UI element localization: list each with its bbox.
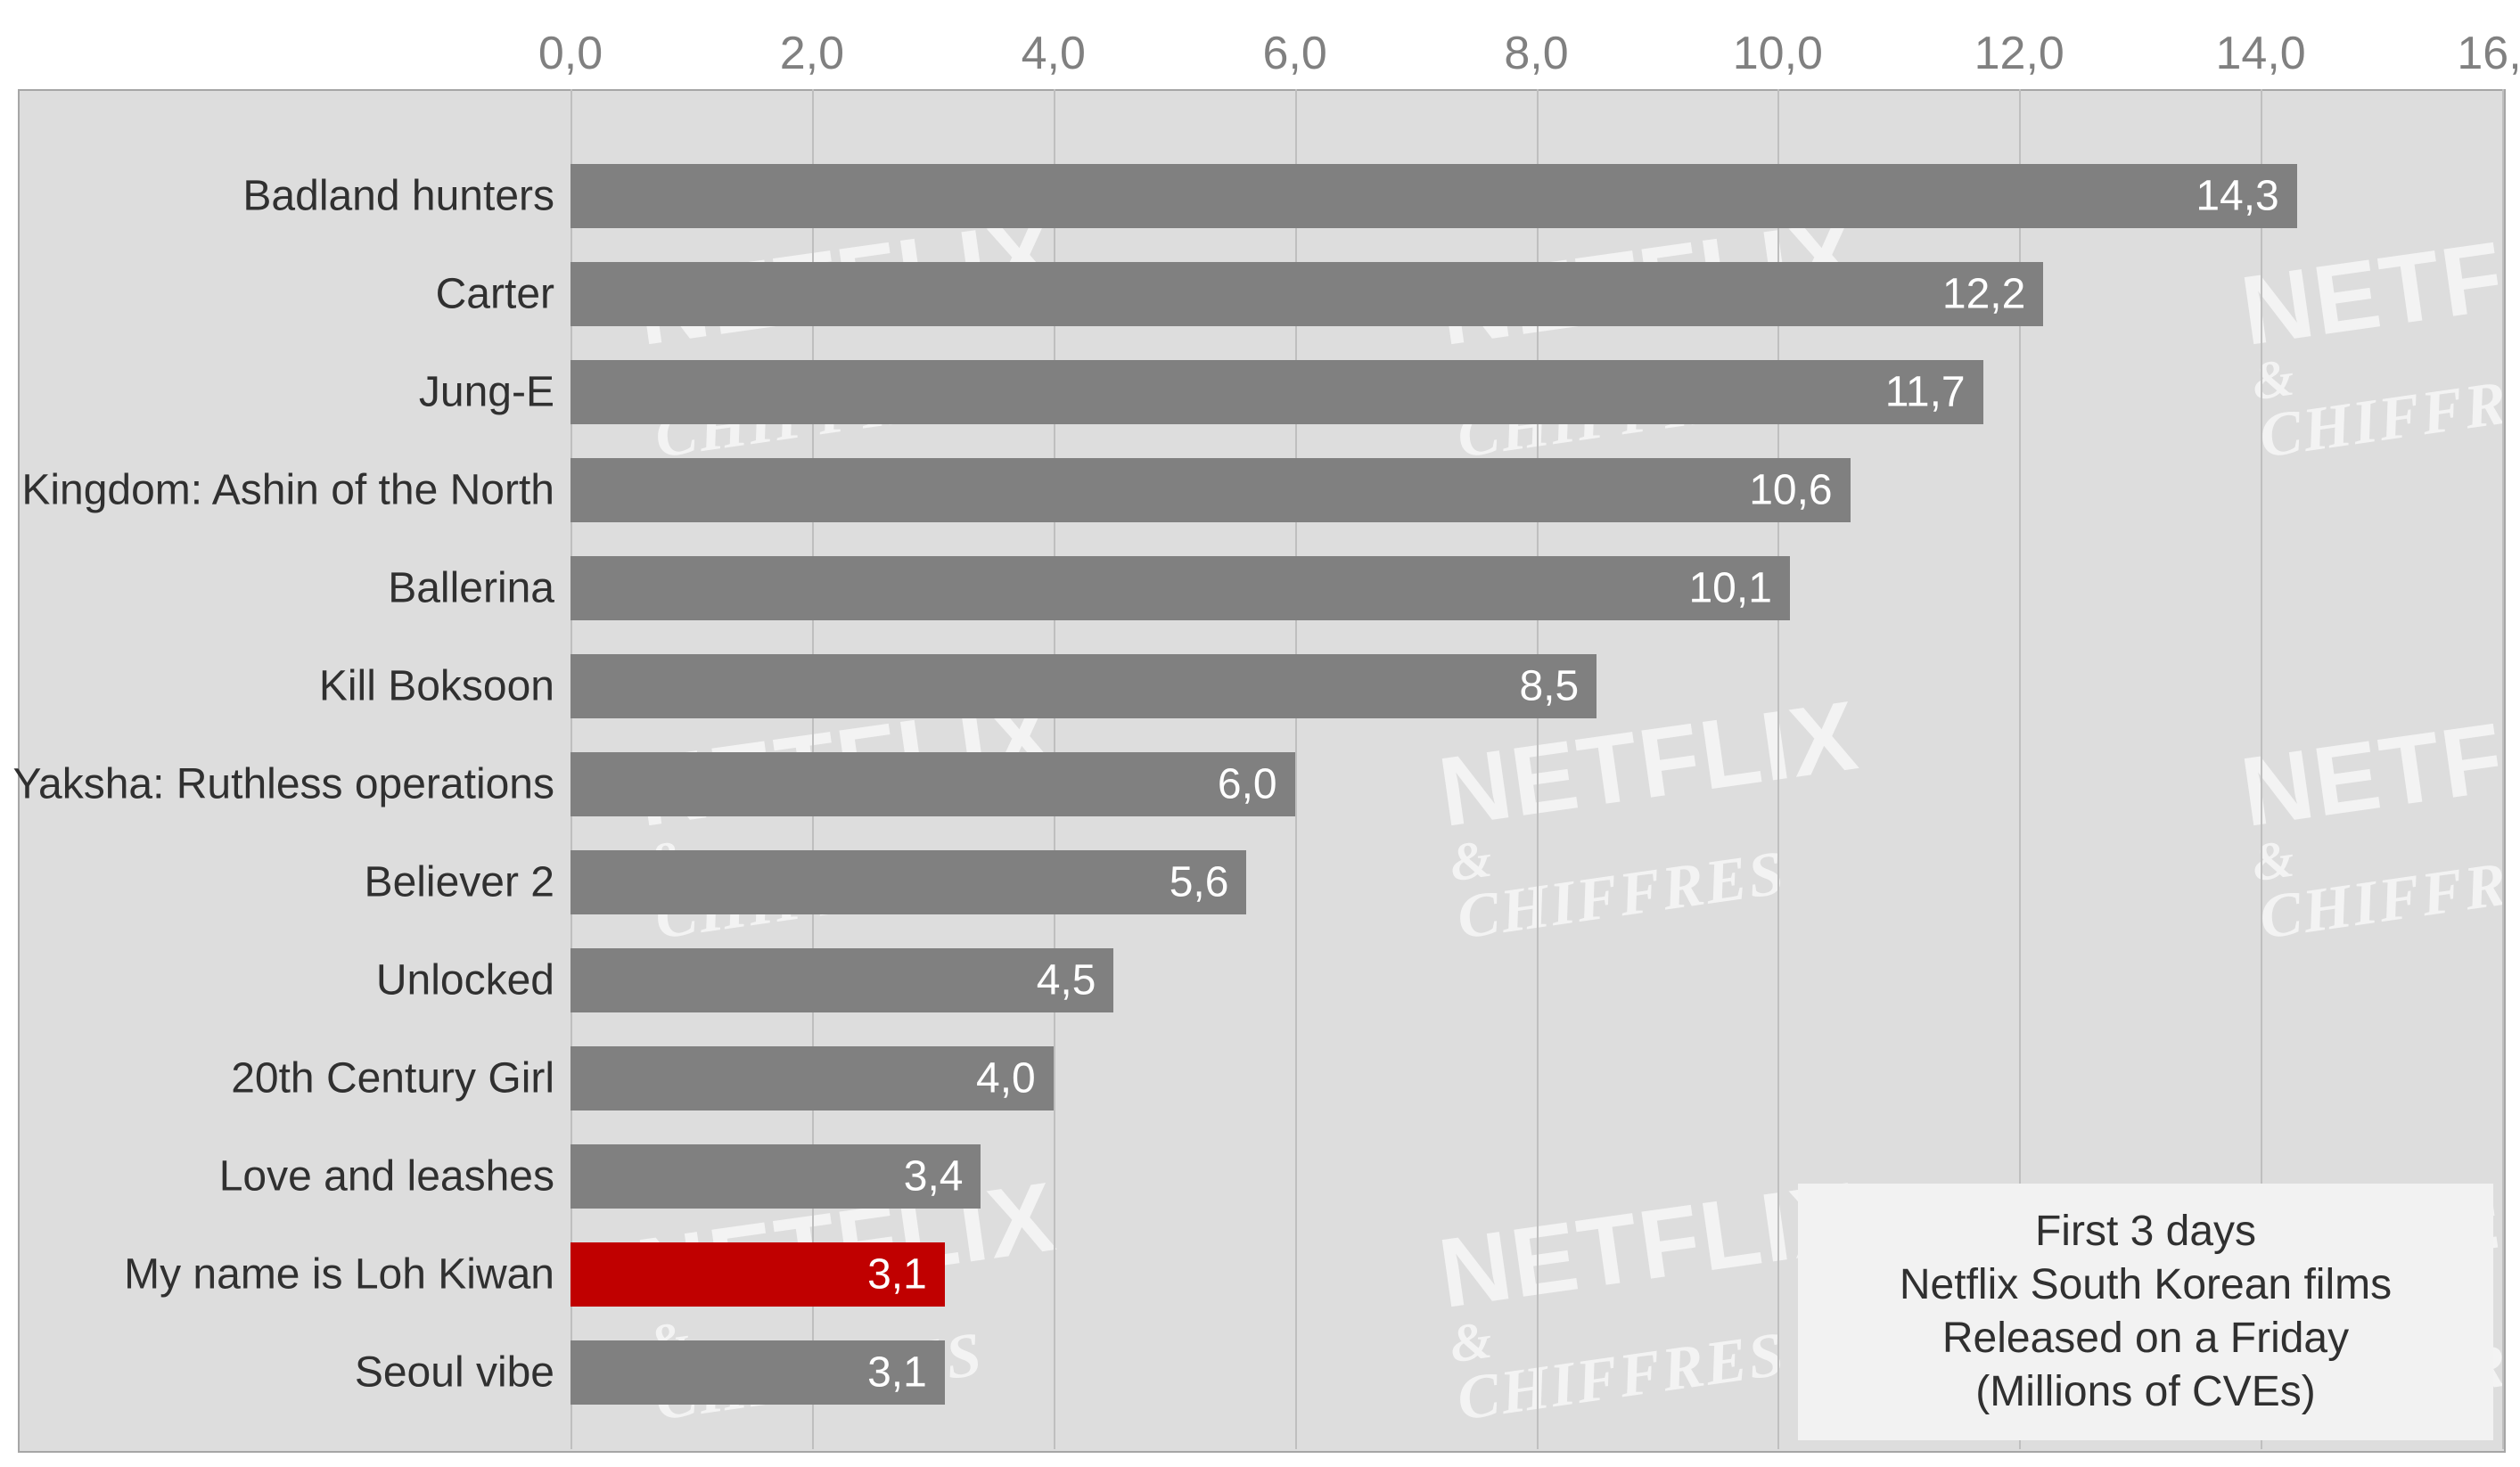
category-label: Love and leashes bbox=[219, 1152, 554, 1201]
watermark: NETFLIX&CHIFFRES bbox=[1433, 205, 1879, 468]
bar-value-label: 6,0 bbox=[1218, 760, 1277, 809]
x-tick-label: 12,0 bbox=[1974, 27, 2064, 80]
bar: 11,7 bbox=[570, 360, 1983, 424]
category-label: Ballerina bbox=[388, 564, 554, 613]
watermark: NETFLIX&CHIFFRES bbox=[1433, 686, 1879, 949]
bar: 10,1 bbox=[570, 556, 1790, 620]
chart-container: NETFLIX&CHIFFRES NETFLIX&CHIFFRES NETFLIX&… bbox=[0, 0, 2520, 1467]
bar-value-label: 12,2 bbox=[1942, 270, 2025, 319]
bar: 14,3 bbox=[570, 164, 2297, 228]
x-tick-label: 14,0 bbox=[2216, 27, 2306, 80]
watermark: NETFLIX&CHIFFRES bbox=[2236, 686, 2506, 949]
category-label: Yaksha: Ruthless operations bbox=[13, 760, 554, 809]
gridline bbox=[2502, 89, 2504, 1449]
bar-value-label: 14,3 bbox=[2196, 172, 2278, 221]
bar: 6,0 bbox=[570, 752, 1295, 816]
bar-value-label: 4,5 bbox=[1037, 956, 1096, 1005]
caption-line: First 3 days bbox=[1834, 1205, 2458, 1258]
category-label: Unlocked bbox=[376, 956, 554, 1005]
bar: 3,4 bbox=[570, 1144, 981, 1209]
bar-value-label: 8,5 bbox=[1519, 662, 1579, 711]
category-label: My name is Loh Kiwan bbox=[124, 1250, 554, 1299]
x-tick-label: 4,0 bbox=[1022, 27, 1086, 80]
x-tick-label: 8,0 bbox=[1504, 27, 1568, 80]
bar-value-label: 11,7 bbox=[1885, 368, 1966, 417]
bar-value-label: 3,1 bbox=[867, 1348, 927, 1397]
bar: 10,6 bbox=[570, 458, 1851, 522]
bar-value-label: 10,6 bbox=[1749, 466, 1832, 515]
bar: 12,2 bbox=[570, 262, 2043, 326]
x-tick-label: 10,0 bbox=[1733, 27, 1823, 80]
x-tick-label: 16,0 bbox=[2457, 27, 2520, 80]
bar-value-label: 3,1 bbox=[867, 1250, 927, 1299]
category-label: Believer 2 bbox=[365, 858, 554, 907]
caption-box: First 3 days Netflix South Korean films … bbox=[1798, 1184, 2493, 1440]
bar: 4,5 bbox=[570, 948, 1113, 1012]
x-tick-label: 2,0 bbox=[780, 27, 844, 80]
category-label: Seoul vibe bbox=[355, 1348, 554, 1397]
category-label: Carter bbox=[436, 270, 554, 319]
watermark: NETFLIX&CHIFFRES bbox=[631, 205, 1077, 468]
bar: 5,6 bbox=[570, 850, 1246, 914]
caption-line: Netflix South Korean films bbox=[1834, 1258, 2458, 1312]
category-label: Kingdom: Ashin of the North bbox=[21, 466, 554, 515]
bar-value-label: 4,0 bbox=[976, 1054, 1036, 1103]
category-label: Badland hunters bbox=[242, 172, 554, 221]
x-tick-label: 6,0 bbox=[1262, 27, 1326, 80]
bar: 3,1 bbox=[570, 1340, 945, 1405]
bar: 3,1 bbox=[570, 1242, 945, 1307]
x-tick-label: 0,0 bbox=[538, 27, 603, 80]
category-label: 20th Century Girl bbox=[231, 1054, 554, 1103]
caption-line: (Millions of CVEs) bbox=[1834, 1365, 2458, 1419]
bar-value-label: 10,1 bbox=[1688, 564, 1771, 613]
category-label: Kill Boksoon bbox=[319, 662, 554, 711]
bar: 4,0 bbox=[570, 1046, 1054, 1110]
category-label: Jung-E bbox=[419, 368, 554, 417]
bar-value-label: 5,6 bbox=[1170, 858, 1229, 907]
bar-value-label: 3,4 bbox=[904, 1152, 964, 1201]
bar: 8,5 bbox=[570, 654, 1597, 718]
caption-line: Released on a Friday bbox=[1834, 1312, 2458, 1365]
watermark: NETFLIX&CHIFFRES bbox=[2236, 205, 2506, 468]
